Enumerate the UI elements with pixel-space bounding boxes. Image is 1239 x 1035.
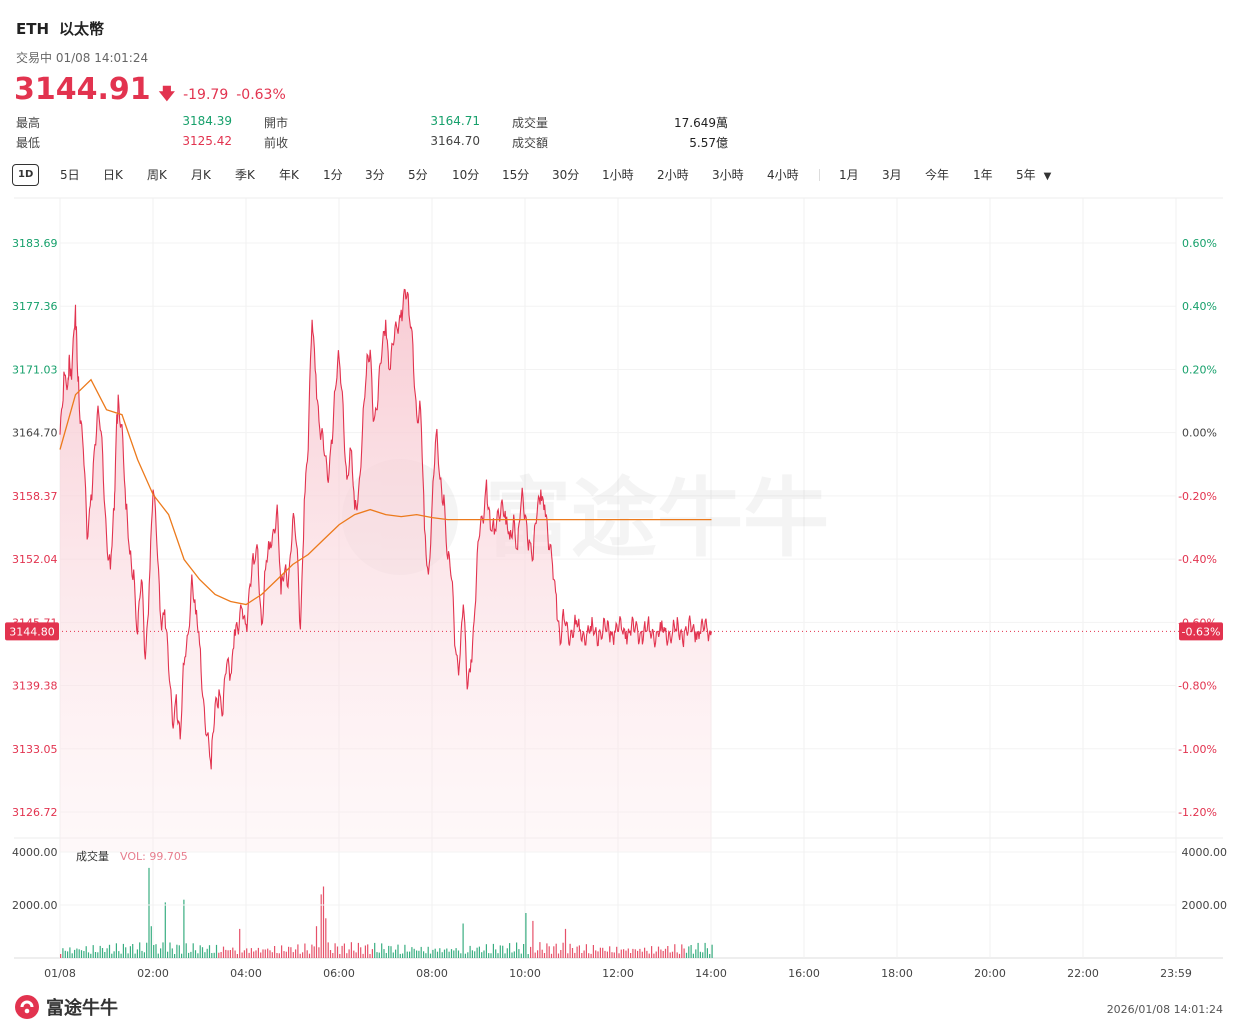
prev-close-label: 前收 bbox=[264, 136, 289, 150]
current-price: 3144.91 bbox=[14, 72, 151, 107]
tab-15min[interactable]: 15分 bbox=[502, 168, 530, 182]
tab-3m[interactable]: 3月 bbox=[882, 168, 902, 182]
tab-day-k[interactable]: 日K bbox=[103, 168, 123, 182]
tab-month-k[interactable]: 月K bbox=[191, 168, 211, 182]
tab-1d[interactable]: 1D bbox=[12, 164, 40, 186]
current-pct-tag bbox=[1179, 622, 1223, 641]
volume-tick-label-right: 4000.00 bbox=[1182, 846, 1228, 859]
current-pct-tag-label: -0.63% bbox=[1182, 625, 1221, 638]
y-tick-label: 3152.04 bbox=[12, 553, 58, 566]
trading-status: 交易中 01/08 14:01:24 bbox=[16, 51, 149, 65]
current-price-tag-label: 3144.80 bbox=[9, 625, 55, 638]
y-right-tick-label: -1.00% bbox=[1178, 743, 1217, 756]
tab-1y[interactable]: 1年 bbox=[973, 168, 993, 182]
brand-logo: 富途牛牛 bbox=[14, 994, 118, 1020]
page-title: ETH 以太幣 bbox=[16, 18, 114, 39]
tab-4h[interactable]: 4小時 bbox=[767, 168, 799, 182]
current-price-tag bbox=[5, 622, 59, 641]
price-area bbox=[60, 289, 712, 852]
y-tick-label: 3139.38 bbox=[12, 680, 58, 693]
prev-close-value: 3164.70 bbox=[430, 134, 480, 148]
asset-name: 以太幣 bbox=[59, 20, 105, 38]
tab-10min[interactable]: 10分 bbox=[452, 168, 480, 182]
tab-ytd[interactable]: 今年 bbox=[925, 168, 950, 182]
high-value: 3184.39 bbox=[182, 114, 232, 128]
x-tick-label: 20:00 bbox=[974, 967, 1006, 980]
y-right-tick-label: -0.40% bbox=[1178, 553, 1217, 566]
x-tick-label: 06:00 bbox=[323, 967, 355, 980]
low-label: 最低 bbox=[16, 136, 41, 150]
volume-tick-label: 2000.00 bbox=[12, 899, 58, 912]
x-tick-label: 10:00 bbox=[509, 967, 541, 980]
tab-5d[interactable]: 5日 bbox=[60, 168, 80, 182]
tab-5min[interactable]: 5分 bbox=[408, 168, 428, 182]
y-right-tick-label: -0.20% bbox=[1178, 490, 1217, 503]
tab-5y[interactable]: 5年 ▼ bbox=[1016, 164, 1051, 186]
symbol: ETH bbox=[16, 20, 50, 38]
volume-bars bbox=[60, 867, 713, 959]
y-right-tick-label: 0.60% bbox=[1182, 237, 1217, 250]
y-right-tick-label: 0.20% bbox=[1182, 363, 1217, 376]
y-tick-label: 3171.03 bbox=[12, 363, 58, 376]
low-value: 3125.42 bbox=[182, 134, 232, 148]
footer-timestamp: 2026/01/08 14:01:24 bbox=[1106, 1003, 1223, 1016]
volume-value: 17.649萬 bbox=[674, 116, 728, 130]
tab-week-k[interactable]: 周K bbox=[147, 168, 167, 182]
y-right-tick-label: 0.00% bbox=[1182, 427, 1217, 440]
y-tick-label: 3183.69 bbox=[12, 237, 58, 250]
period-tabs: 1D 5日 日K 周K 月K 季K 年K 1分 3分 5分 10分 15分 30… bbox=[12, 164, 1072, 186]
y-tick-label: 3126.72 bbox=[12, 806, 58, 819]
x-tick-label: 18:00 bbox=[881, 967, 913, 980]
tab-1min[interactable]: 1分 bbox=[323, 168, 343, 182]
y-tick-label: 3164.70 bbox=[12, 427, 58, 440]
tab-3h[interactable]: 3小時 bbox=[712, 168, 744, 182]
tab-divider bbox=[819, 169, 820, 181]
turnover-label: 成交額 bbox=[512, 136, 549, 150]
tab-quarter-k[interactable]: 季K bbox=[235, 168, 255, 182]
x-tick-label: 16:00 bbox=[788, 967, 820, 980]
arrow-down-icon: 🡇 bbox=[158, 84, 176, 103]
open-value: 3164.71 bbox=[430, 114, 480, 128]
volume-tick-label-right: 2000.00 bbox=[1182, 899, 1228, 912]
volume-tick-label: 4000.00 bbox=[12, 846, 58, 859]
tab-3min[interactable]: 3分 bbox=[365, 168, 385, 182]
x-tick-label: 01/08 bbox=[44, 967, 76, 980]
tab-2h[interactable]: 2小時 bbox=[657, 168, 689, 182]
tab-1m[interactable]: 1月 bbox=[839, 168, 859, 182]
y-tick-label: 3177.36 bbox=[12, 300, 58, 313]
tab-1h[interactable]: 1小時 bbox=[602, 168, 634, 182]
y-right-tick-label: -0.80% bbox=[1178, 680, 1217, 693]
tab-5y-label: 5年 bbox=[1016, 168, 1036, 182]
open-label: 開市 bbox=[264, 116, 289, 130]
x-tick-label: 02:00 bbox=[137, 967, 169, 980]
tab-year-k[interactable]: 年K bbox=[279, 168, 299, 182]
y-tick-label: 3133.05 bbox=[12, 743, 58, 756]
x-tick-label: 14:00 bbox=[695, 967, 727, 980]
caret-down-icon: ▼ bbox=[1043, 171, 1052, 182]
price-row: 3144.91 🡇 -19.79 -0.63% bbox=[14, 72, 286, 110]
vol-value: VOL: 99.705 bbox=[120, 850, 188, 863]
x-tick-label: 12:00 bbox=[602, 967, 634, 980]
x-tick-label: 22:00 bbox=[1067, 967, 1099, 980]
ma-series-line bbox=[59, 378, 712, 606]
turnover-value: 5.57億 bbox=[689, 136, 728, 150]
price-series-line bbox=[59, 288, 713, 770]
x-tick-label: 08:00 bbox=[416, 967, 448, 980]
tab-30min[interactable]: 30分 bbox=[552, 168, 580, 182]
y-right-tick-label: 0.40% bbox=[1182, 300, 1217, 313]
volume-label: 成交量 bbox=[512, 116, 549, 130]
x-tick-label: 04:00 bbox=[230, 967, 262, 980]
brand-name: 富途牛牛 bbox=[46, 998, 118, 1019]
price-change: -19.79 bbox=[183, 87, 229, 103]
y-right-tick-label: -1.20% bbox=[1178, 806, 1217, 819]
futu-logo-icon bbox=[15, 995, 39, 1019]
price-change-pct: -0.63% bbox=[236, 87, 286, 103]
price-chart[interactable]: 富途牛牛 3183.693177.363171.033164.703158.37… bbox=[0, 190, 1239, 990]
x-tick-label: 23:59 bbox=[1160, 967, 1192, 980]
high-label: 最高 bbox=[16, 116, 41, 130]
y-tick-label: 3158.37 bbox=[12, 490, 58, 503]
volume-label: 成交量 bbox=[76, 849, 109, 863]
